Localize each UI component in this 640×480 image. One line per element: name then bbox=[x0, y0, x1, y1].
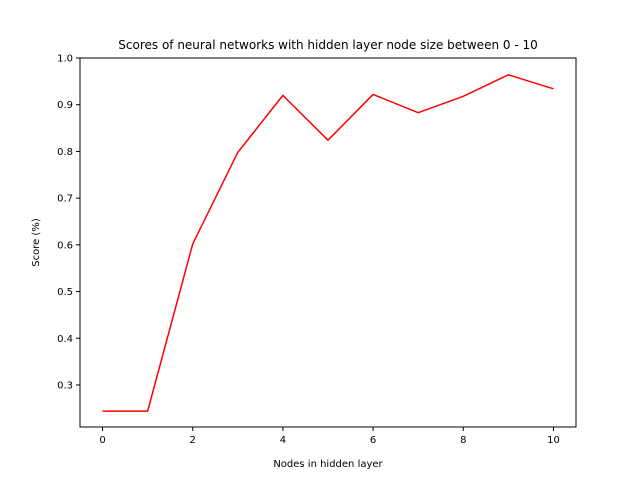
x-tick-label: 8 bbox=[460, 435, 466, 446]
x-tick-label: 4 bbox=[280, 435, 286, 446]
series-group bbox=[102, 74, 554, 412]
y-tick-label: 0.4 bbox=[57, 334, 73, 345]
axes-frame bbox=[79, 57, 577, 428]
y-axis-ticks: 0.3 0.4 0.5 0.6 0.7 0.8 0.9 1.0 bbox=[57, 54, 80, 391]
x-axis-label: Nodes in hidden layer bbox=[273, 459, 383, 470]
x-axis-ticks: 0 2 4 6 8 10 bbox=[99, 427, 560, 446]
plot-area bbox=[79, 57, 577, 428]
chart-title: Scores of neural networks with hidden la… bbox=[118, 38, 537, 52]
series-line-0 bbox=[102, 74, 554, 412]
y-tick-label: 1.0 bbox=[57, 54, 73, 65]
x-tick-label: 2 bbox=[190, 435, 196, 446]
plot-background bbox=[80, 58, 576, 427]
y-tick-label: 0.7 bbox=[57, 194, 73, 205]
x-tick-label: 0 bbox=[99, 435, 105, 446]
y-tick-label: 0.6 bbox=[57, 240, 73, 251]
y-tick-label: 0.3 bbox=[57, 380, 73, 391]
x-tick-label: 10 bbox=[547, 435, 560, 446]
y-tick-label: 0.5 bbox=[57, 287, 73, 298]
y-axis-label: Score (%) bbox=[31, 218, 42, 267]
x-tick-label: 6 bbox=[370, 435, 376, 446]
y-tick-label: 0.8 bbox=[57, 147, 73, 158]
y-tick-label: 0.9 bbox=[57, 100, 73, 111]
